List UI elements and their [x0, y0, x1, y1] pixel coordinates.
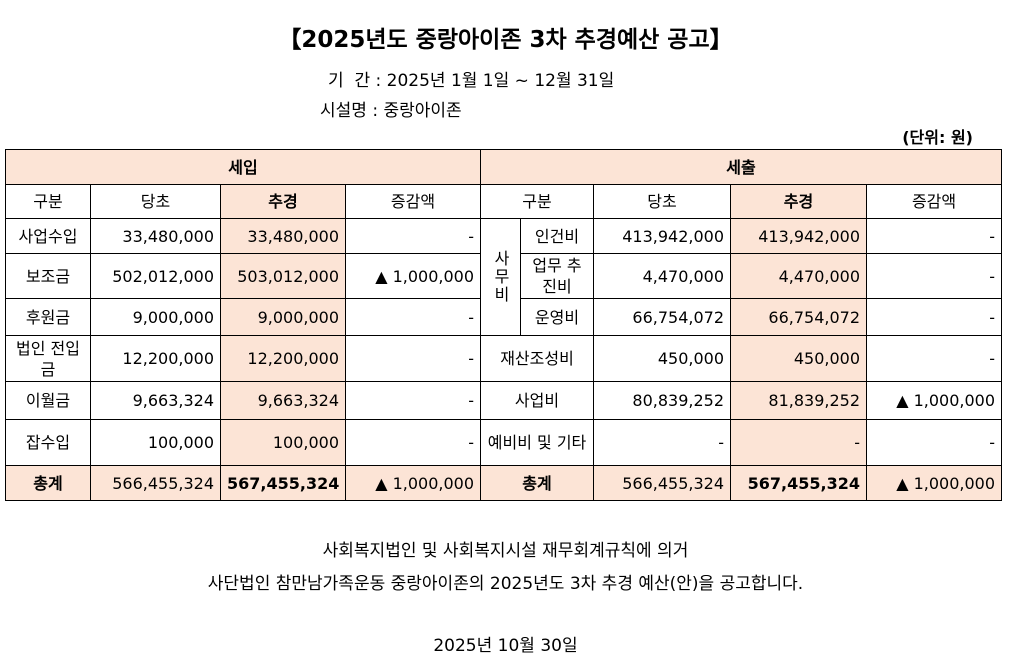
column-header: 증감액: [344, 184, 482, 219]
table-row: 후원금 9,000,000 9,000,000- 운영비 66,754,072 66,75…: [5, 298, 1003, 336]
income-total-change: ▲ 1,000,000: [344, 465, 482, 501]
expense-change: -: [866, 298, 1003, 336]
column-header: 당초: [90, 184, 221, 219]
income-item: 이월금: [5, 381, 91, 420]
income-item: 사업수입: [5, 218, 91, 254]
income-revised: 12,200,000: [220, 335, 346, 382]
income-original: 9,663,324: [90, 381, 221, 420]
facility: 시설명 : 중랑아이존: [320, 96, 462, 121]
section-header: 세입: [4, 149, 482, 185]
income-change: -: [344, 298, 482, 336]
column-header: 추경: [220, 184, 346, 219]
period: 기 간 : 2025년 1월 1일 ~ 12월 31일: [328, 66, 614, 91]
footer-date: 2025년 10월 30일: [433, 636, 578, 656]
expense-original: 413,942,000: [593, 218, 732, 254]
section-header: 세출: [480, 149, 1003, 185]
column-header: 증감액: [866, 184, 1003, 219]
income-revised: 9,000,000: [220, 298, 346, 336]
budget-table: 세입 세출 구분 당초 추경 증감액 구분 당초 추경 증감액 사업수입 33,480,000 33,4…: [4, 149, 1003, 501]
table-row: 세입 세출: [4, 149, 1003, 185]
expense-total-item: 총계: [480, 465, 595, 501]
income-total-original: 566,455,324: [90, 465, 221, 501]
table-row: 법인 전입금 12,200,000 12,200,000- 재산조성비 450,000 4…: [5, 335, 1003, 382]
income-item: 법인 전입금: [5, 335, 91, 382]
income-item: 보조금: [5, 253, 91, 299]
footer-line: 사단법인 참만남가족운동 중랑아이존의 2025년도 3차 추경 예산(안)을 …: [207, 574, 804, 594]
expense-revised: 413,942,000: [730, 218, 868, 254]
facility-value: 중랑아이존: [383, 101, 462, 121]
income-change: -: [344, 218, 482, 254]
income-revised: 503,012,000: [220, 253, 346, 299]
facility-label: 시설명 :: [320, 101, 379, 121]
expense-original: 450,000: [593, 335, 732, 382]
expense-item: 재산조성비: [480, 335, 595, 382]
income-original: 33,480,000: [90, 218, 221, 254]
income-revised: 33,480,000: [220, 218, 346, 254]
period-label: 기 간 :: [328, 71, 382, 91]
column-header: 당초: [593, 184, 732, 219]
column-header: 구분: [5, 184, 91, 219]
income-item: 후원금: [5, 298, 91, 336]
income-change: ▲ 1,000,000: [344, 253, 482, 299]
footer-line: 사회복지법인 및 사회복지시설 재무회계규칙에 의거: [322, 541, 689, 561]
table-row: 잡수입 100,000 100,000- 예비비 및 기타 - - -: [5, 419, 1003, 466]
expense-original: 66,754,072: [593, 298, 732, 336]
expense-total-change: ▲ 1,000,000: [866, 465, 1003, 501]
expense-revised: 81,839,252: [730, 381, 868, 420]
expense-total-revised: 567,455,324: [730, 465, 868, 501]
expense-item: 사업비: [480, 381, 595, 420]
income-change: -: [344, 381, 482, 420]
expense-change: -: [866, 419, 1003, 466]
income-original: 9,000,000: [90, 298, 221, 336]
expense-group: 사무비: [480, 218, 522, 336]
expense-change: ▲ 1,000,000: [866, 381, 1003, 420]
column-header: 추경: [730, 184, 868, 219]
expense-revised: 450,000: [730, 335, 868, 382]
income-original: 100,000: [90, 419, 221, 466]
expense-total-original: 566,455,324: [593, 465, 732, 501]
expense-item: 예비비 및 기타: [480, 419, 595, 466]
income-revised: 100,000: [220, 419, 346, 466]
table-row: 이월금 9,663,324 9,663,324- 사업비 80,839,252 81,83…: [5, 381, 1003, 420]
expense-change: -: [866, 218, 1003, 254]
income-total-revised: 567,455,324: [220, 465, 346, 501]
table-row: 구분 당초 추경 증감액 구분 당초 추경 증감액: [5, 184, 1003, 219]
expense-revised: 4,470,000: [730, 253, 868, 299]
expense-revised: 66,754,072: [730, 298, 868, 336]
expense-item: 운영비: [520, 298, 595, 336]
expense-original: 4,470,000: [593, 253, 732, 299]
expense-change: -: [866, 335, 1003, 382]
income-revised: 9,663,324: [220, 381, 346, 420]
expense-revised: -: [730, 419, 868, 466]
income-total-item: 총계: [5, 465, 91, 501]
period-value: 2025년 1월 1일 ~ 12월 31일: [386, 71, 615, 91]
table-row: 보조금 502,012,000 503,012,000 ▲ 1,000,000 업무 추…: [5, 253, 1003, 299]
expense-change: -: [866, 253, 1003, 299]
unit: (단위: 원): [902, 128, 973, 147]
income-item: 잡수입: [5, 419, 91, 466]
expense-item: 인건비: [520, 218, 595, 254]
title: 【2025년도 중랑아이존 3차 추경예산 공고】: [278, 27, 733, 53]
income-change: -: [344, 335, 482, 382]
expense-item: 업무 추진비: [520, 253, 595, 299]
expense-original: -: [593, 419, 732, 466]
table-row: 총계 566,455,324 567,455,324 ▲ 1,000,000 총계 566…: [5, 465, 1003, 501]
table-row: 사업수입 33,480,000 33,480,000- 사무비 인건비 413,942,0…: [5, 218, 1003, 336]
expense-original: 80,839,252: [593, 381, 732, 420]
column-header: 구분: [480, 184, 595, 219]
income-change: -: [344, 419, 482, 466]
income-original: 12,200,000: [90, 335, 221, 382]
income-original: 502,012,000: [90, 253, 221, 299]
